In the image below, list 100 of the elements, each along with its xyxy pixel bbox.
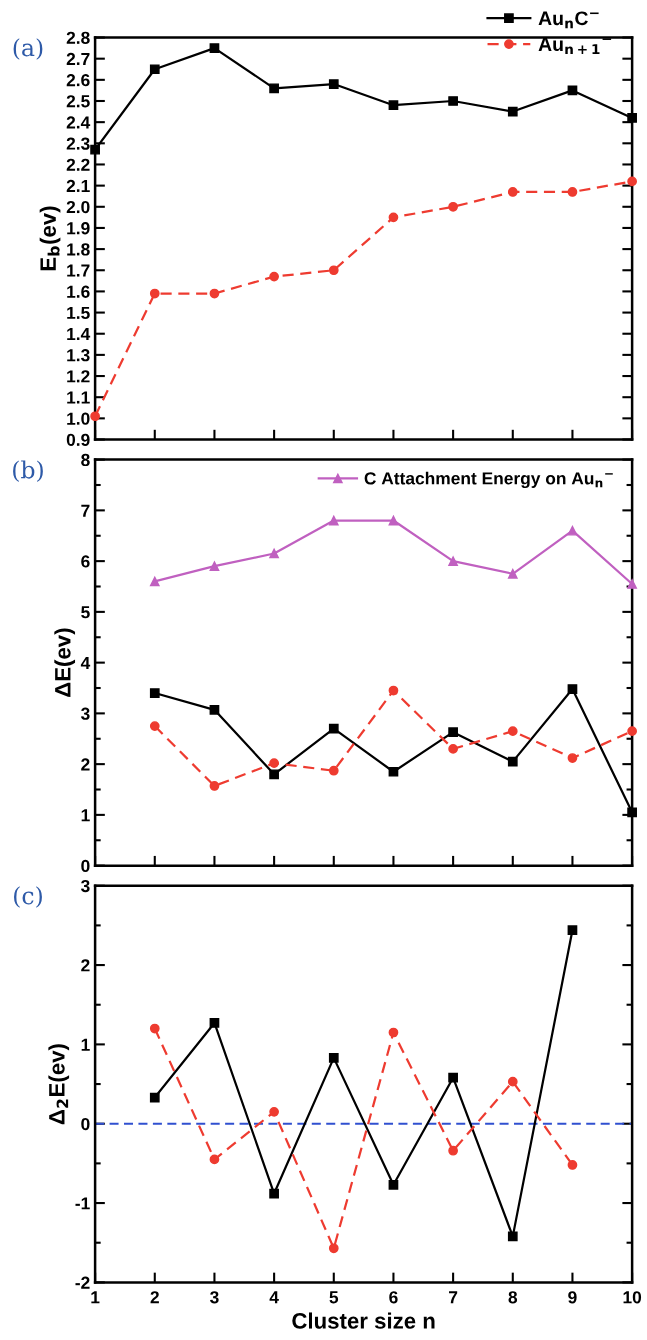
point	[149, 1092, 160, 1103]
point	[269, 758, 279, 768]
text: (a)	[13, 38, 43, 60]
point	[388, 1027, 399, 1038]
point	[209, 561, 220, 572]
y-tick-label: 1.4	[67, 328, 91, 341]
y-tick-label: 2.4	[66, 116, 91, 129]
point	[627, 726, 637, 737]
point	[269, 1106, 279, 1117]
point	[507, 1076, 518, 1087]
point	[507, 726, 518, 737]
point	[388, 100, 399, 111]
point	[567, 925, 578, 936]
y-tick-label: 5	[81, 606, 90, 619]
point	[627, 807, 637, 818]
point	[388, 685, 399, 696]
y-tick-label: 3	[80, 879, 90, 893]
y-tick-label: 6	[81, 555, 90, 568]
point	[507, 187, 518, 197]
x-tick-label: 9	[568, 1291, 577, 1304]
y-tick-label: 1.3	[67, 349, 90, 362]
x-tick-label: 5	[329, 1291, 339, 1304]
point	[567, 753, 578, 763]
point	[149, 688, 160, 698]
y-tick-label: 0.9	[66, 433, 90, 446]
point	[388, 212, 399, 223]
point	[149, 64, 160, 75]
point	[90, 144, 100, 155]
point	[448, 744, 458, 754]
point	[448, 727, 458, 738]
point	[448, 1145, 458, 1156]
point	[328, 79, 339, 89]
point	[209, 781, 220, 791]
y-tick-label: 7	[81, 504, 90, 517]
point	[507, 756, 518, 767]
point	[149, 1023, 160, 1034]
point	[507, 106, 518, 117]
point	[567, 684, 578, 694]
point	[149, 576, 160, 587]
y-tick-label: 2.0	[66, 200, 90, 214]
text: (b)	[13, 460, 43, 482]
point	[627, 176, 637, 187]
y-tick-label: 2.2	[66, 158, 90, 171]
y-tick-label: 2	[81, 758, 90, 771]
y-axis-title: Δ$_{2}$E(ev)	[48, 1044, 70, 1125]
x-tick-label: 3	[210, 1291, 219, 1304]
y-tick-label: 2.5	[66, 95, 90, 108]
y-tick-label: 2.1	[66, 179, 90, 192]
x-tick-label: 10	[623, 1291, 642, 1304]
y-tick-label: 1.1	[67, 391, 90, 404]
y-tick-label: 1.8	[67, 243, 90, 256]
point	[328, 1243, 339, 1254]
y-tick-label: 2.3	[66, 137, 90, 150]
point	[269, 83, 279, 94]
y-tick-label: -2	[75, 1276, 90, 1289]
y-tick-label: 1.7	[67, 264, 90, 277]
point	[90, 411, 100, 422]
point	[388, 766, 399, 777]
point	[209, 1154, 220, 1165]
y-tick-label: 1.9	[67, 222, 90, 235]
y-tick-label: 8	[81, 453, 90, 467]
y-tick-label: 3	[80, 707, 90, 720]
point	[209, 704, 220, 715]
point	[507, 568, 518, 579]
x-axis-title: Cluster size n	[292, 1312, 435, 1329]
point	[328, 723, 339, 734]
point	[269, 271, 279, 282]
point	[209, 288, 220, 299]
legend-label: Au$_{n+1}$$^{−}$	[538, 37, 612, 55]
point	[328, 765, 339, 776]
x-tick-label: 7	[449, 1291, 458, 1304]
legend-label: Au$_{n}$C$^{−}$	[538, 11, 599, 29]
y-tick-label: 1.6	[67, 285, 90, 298]
y-tick-label: 1	[81, 1038, 90, 1051]
y-tick-label: 2.8	[66, 31, 90, 44]
point	[328, 265, 339, 276]
point	[269, 1188, 279, 1199]
y-tick-label: 0	[81, 1117, 90, 1131]
y-tick-label: 1.0	[67, 412, 90, 425]
point	[567, 1160, 578, 1170]
y-tick-label: 4	[80, 656, 91, 669]
point	[507, 1231, 518, 1242]
point	[627, 113, 637, 123]
point	[627, 579, 637, 589]
y-tick-label: 1.5	[67, 306, 90, 320]
y-tick-label: -1	[75, 1197, 90, 1210]
text: (c)	[14, 886, 42, 908]
x-tick-label: 1	[91, 1291, 100, 1304]
y-tick-label: 0	[81, 859, 90, 873]
y-tick-label: 1	[81, 809, 90, 822]
point	[388, 1179, 399, 1190]
point	[567, 525, 578, 536]
point	[149, 288, 160, 299]
point	[328, 515, 339, 526]
point	[567, 187, 578, 197]
point	[448, 556, 458, 566]
point	[448, 96, 458, 106]
point	[448, 1072, 458, 1083]
y-axis-title: E$_{b}$(ev)	[39, 206, 61, 271]
y-tick-label: 2.6	[66, 74, 90, 87]
